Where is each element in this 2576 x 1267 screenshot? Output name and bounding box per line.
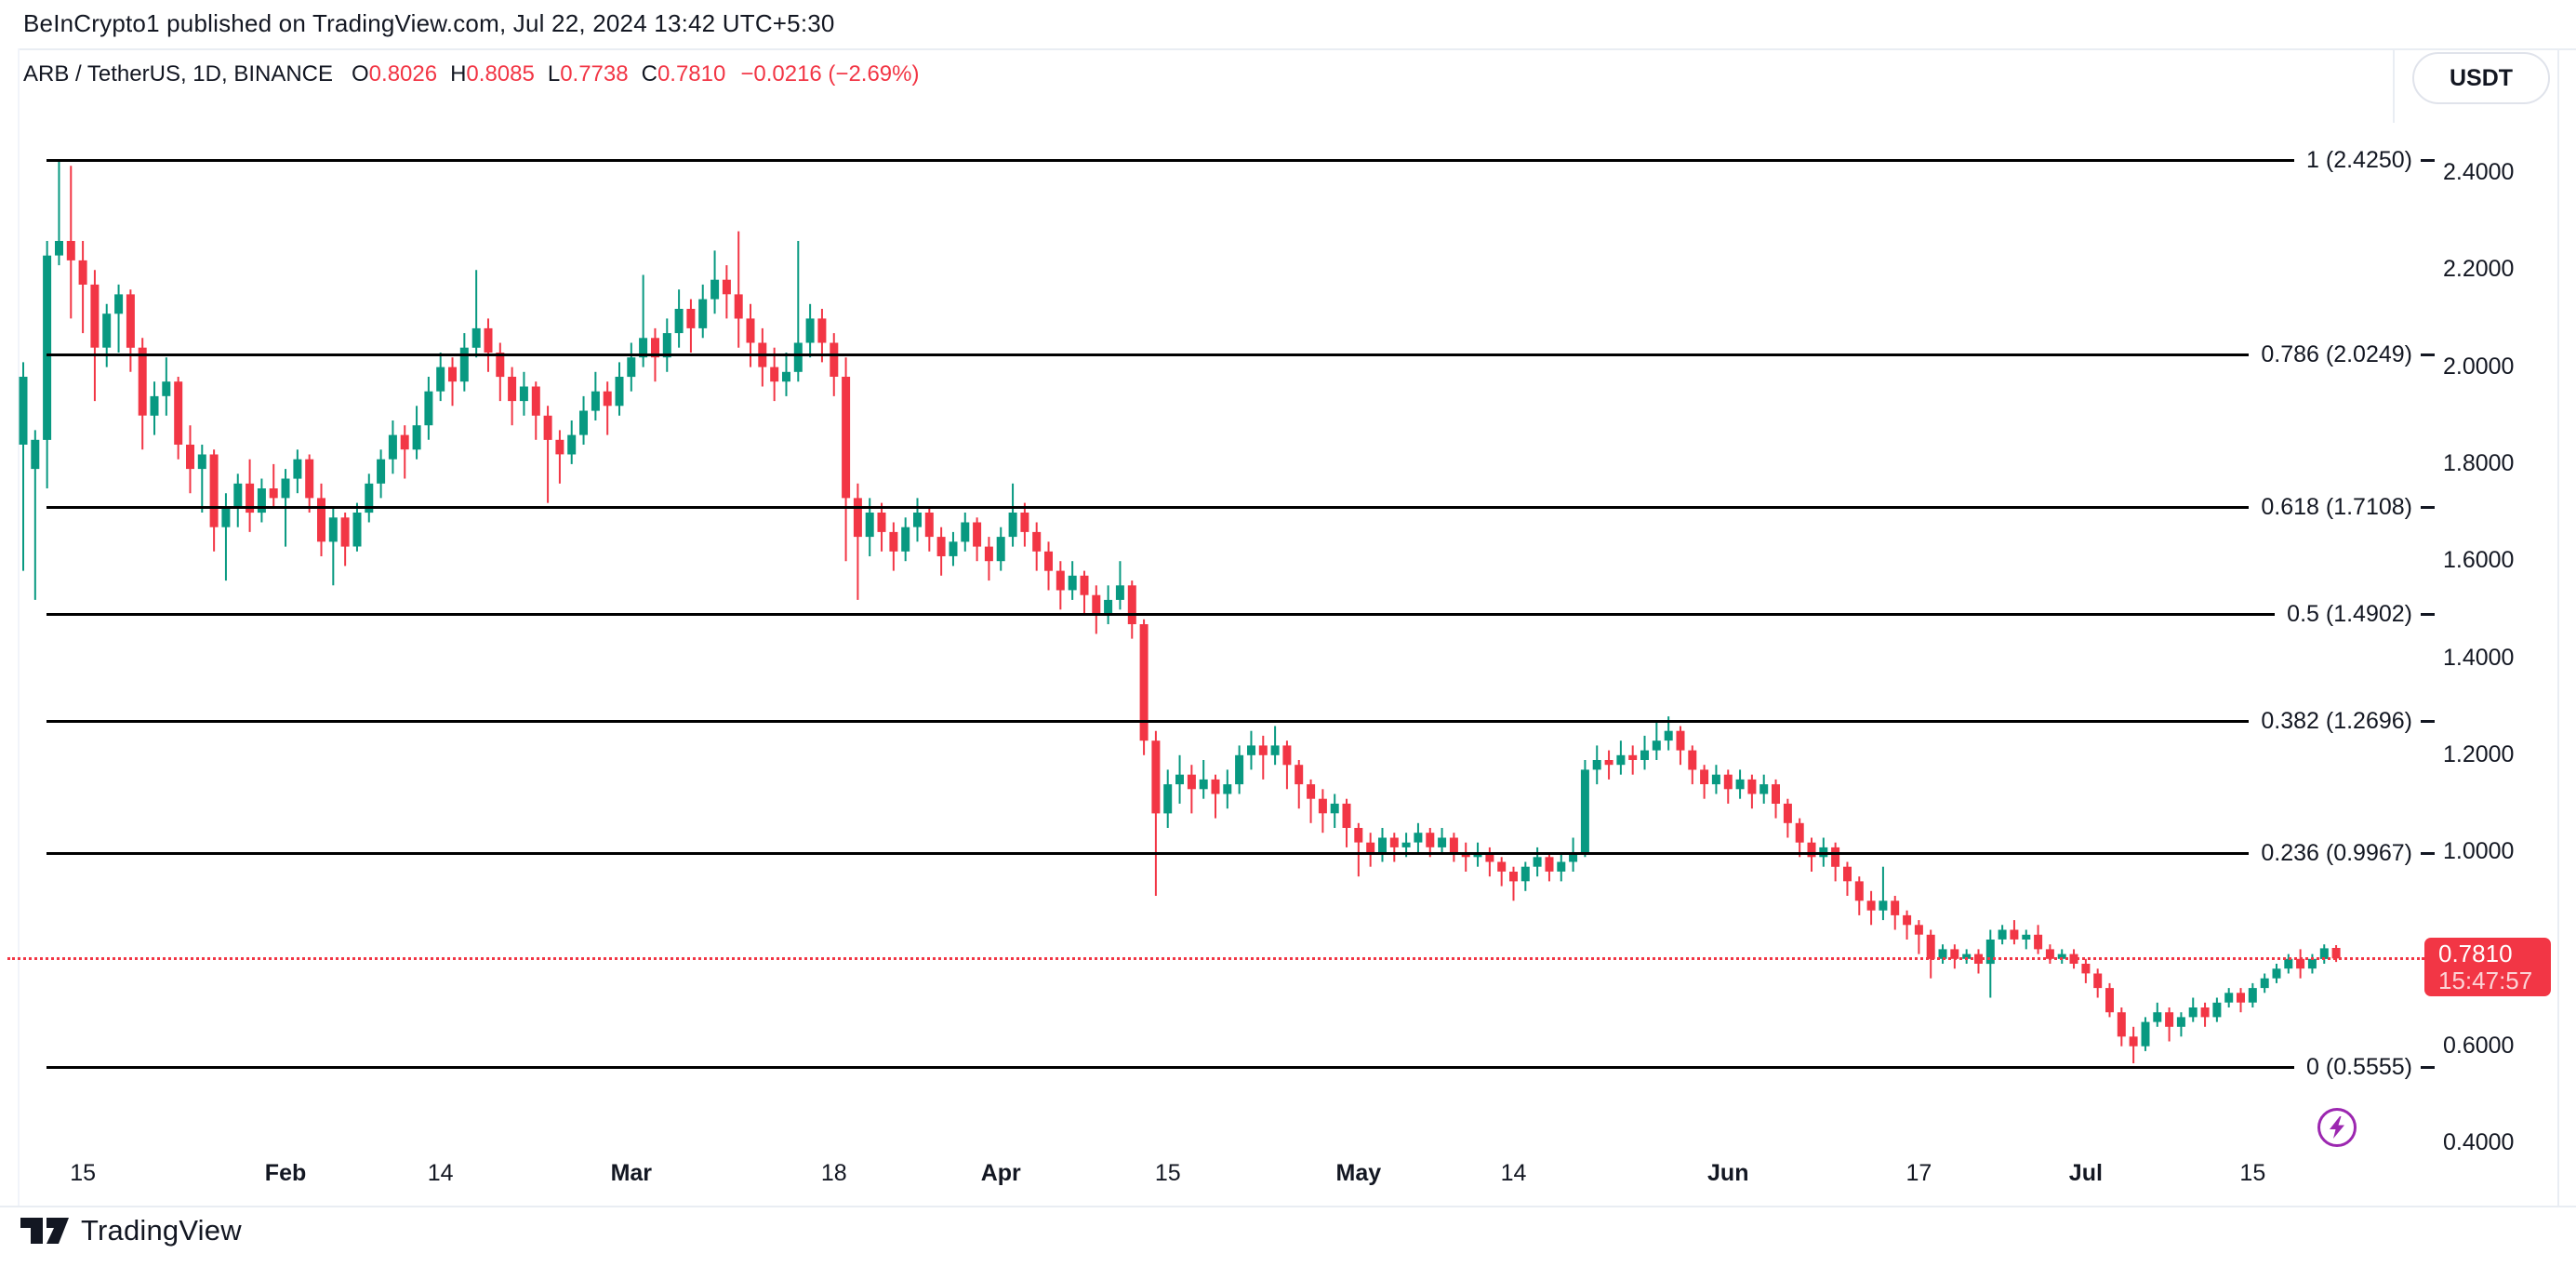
price-axis-label[interactable]: 0.6000 [2443, 1032, 2515, 1059]
price-axis-label[interactable]: 2.4000 [2443, 159, 2515, 185]
ohlc-high: H0.8085 [450, 61, 535, 87]
time-axis-label[interactable]: Mar [610, 1160, 653, 1186]
fib-level-line [46, 505, 2250, 509]
fib-level-dash [2421, 1066, 2435, 1070]
time-axis-label[interactable]: 15 [1154, 1160, 1181, 1186]
fib-level-dash [2421, 720, 2435, 723]
fib-level-dash [2421, 852, 2435, 856]
time-axis-label[interactable]: 15 [2239, 1160, 2266, 1186]
axis-top-separator [2393, 48, 2395, 123]
fib-level-line [46, 159, 2295, 163]
fib-level[interactable]: 0.5 (1.4902) [46, 600, 2435, 628]
fib-level[interactable]: 0.618 (1.7108) [46, 493, 2435, 521]
price-axis-label[interactable]: 1.4000 [2443, 644, 2515, 671]
price-axis-label[interactable]: 0.4000 [2443, 1129, 2515, 1155]
fib-level[interactable]: 0 (0.5555) [46, 1054, 2435, 1082]
time-axis-label[interactable]: Apr [980, 1160, 1021, 1186]
fib-level[interactable]: 0.236 (0.9967) [46, 840, 2435, 868]
fib-level-dash [2421, 159, 2435, 163]
brand-text: TradingView [81, 1214, 242, 1247]
price-axis-label[interactable]: 1.8000 [2443, 449, 2515, 476]
price-axis-label[interactable]: 1.0000 [2443, 838, 2515, 865]
tradingview-logo[interactable]: TradingView [20, 1214, 242, 1247]
ohlc-close: C0.7810 [642, 61, 726, 87]
time-axis-label[interactable]: Jun [1707, 1160, 1749, 1186]
bar-countdown-timer: 15:47:57 [2438, 967, 2533, 994]
fib-level-dash [2421, 353, 2435, 357]
fib-level[interactable]: 0.382 (1.2696) [46, 708, 2435, 736]
change-value: −0.0216 (−2.69%) [740, 61, 920, 87]
fib-level-dash [2421, 505, 2435, 509]
current-price-line [7, 957, 2424, 961]
time-axis-label[interactable]: Feb [264, 1160, 307, 1186]
close-value: 0.7810 [657, 61, 726, 87]
flash-boost-icon[interactable] [2316, 1106, 2358, 1149]
price-axis-label[interactable]: 2.0000 [2443, 353, 2515, 380]
fib-level-label: 0.786 (2.0249) [2261, 341, 2412, 368]
fib-level-dash [2421, 612, 2435, 616]
ohlc-low: L0.7738 [548, 61, 629, 87]
fib-level-line [46, 852, 2250, 856]
fib-level[interactable]: 1 (2.4250) [46, 147, 2435, 175]
header-divider [19, 48, 2576, 50]
time-axis-label[interactable]: May [1335, 1160, 1382, 1186]
symbol-title[interactable]: ARB / TetherUS, 1D, BINANCE [23, 61, 333, 87]
fib-level-label: 1 (2.4250) [2306, 147, 2412, 174]
tradingview-mark-icon [20, 1218, 69, 1244]
open-label: O [352, 61, 369, 87]
open-value: 0.8026 [368, 61, 438, 87]
fib-level-label: 0.236 (0.9967) [2261, 840, 2412, 867]
bottom-divider [0, 1206, 2576, 1207]
time-axis-label[interactable]: 17 [1905, 1160, 1932, 1186]
time-axis-label[interactable]: 18 [820, 1160, 847, 1186]
fib-level-line [46, 353, 2250, 357]
ohlc-open: O0.8026 [352, 61, 437, 87]
current-price-badge[interactable]: 0.7810 15:47:57 [2424, 938, 2551, 996]
left-grid-line [18, 48, 20, 1206]
fib-level-line [46, 720, 2250, 723]
time-axis-label[interactable]: 14 [427, 1160, 454, 1186]
price-axis-label[interactable]: 2.2000 [2443, 256, 2515, 283]
fib-level-label: 0.618 (1.7108) [2261, 493, 2412, 520]
low-value: 0.7738 [560, 61, 629, 87]
header-attribution: BeInCrypto1 published on TradingView.com… [23, 9, 835, 37]
price-axis-label[interactable]: 1.6000 [2443, 547, 2515, 574]
fib-level-label: 0.382 (1.2696) [2261, 708, 2412, 734]
price-axis-label[interactable]: 1.2000 [2443, 740, 2515, 767]
high-value: 0.8085 [466, 61, 535, 87]
currency-unit-button[interactable]: USDT [2412, 52, 2550, 104]
high-label: H [450, 61, 467, 87]
time-axis-label[interactable]: Jul [2068, 1160, 2103, 1186]
close-label: C [641, 61, 657, 87]
fib-level[interactable]: 0.786 (2.0249) [46, 341, 2435, 369]
time-axis-label[interactable]: 15 [70, 1160, 96, 1186]
time-axis-label[interactable]: 14 [1500, 1160, 1527, 1186]
symbol-legend-row[interactable]: ARB / TetherUS, 1D, BINANCE O0.8026 H0.8… [23, 61, 919, 87]
fib-level-label: 0 (0.5555) [2306, 1054, 2412, 1081]
fib-level-label: 0.5 (1.4902) [2287, 600, 2412, 627]
fib-level-line [46, 612, 2276, 616]
price-axis-border [2557, 48, 2559, 1206]
low-label: L [547, 61, 561, 87]
fib-level-line [46, 1066, 2295, 1070]
current-price-value: 0.7810 [2438, 940, 2513, 967]
